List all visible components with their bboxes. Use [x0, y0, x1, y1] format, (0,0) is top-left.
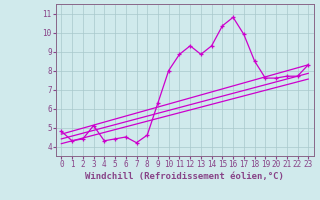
X-axis label: Windchill (Refroidissement éolien,°C): Windchill (Refroidissement éolien,°C) — [85, 172, 284, 181]
